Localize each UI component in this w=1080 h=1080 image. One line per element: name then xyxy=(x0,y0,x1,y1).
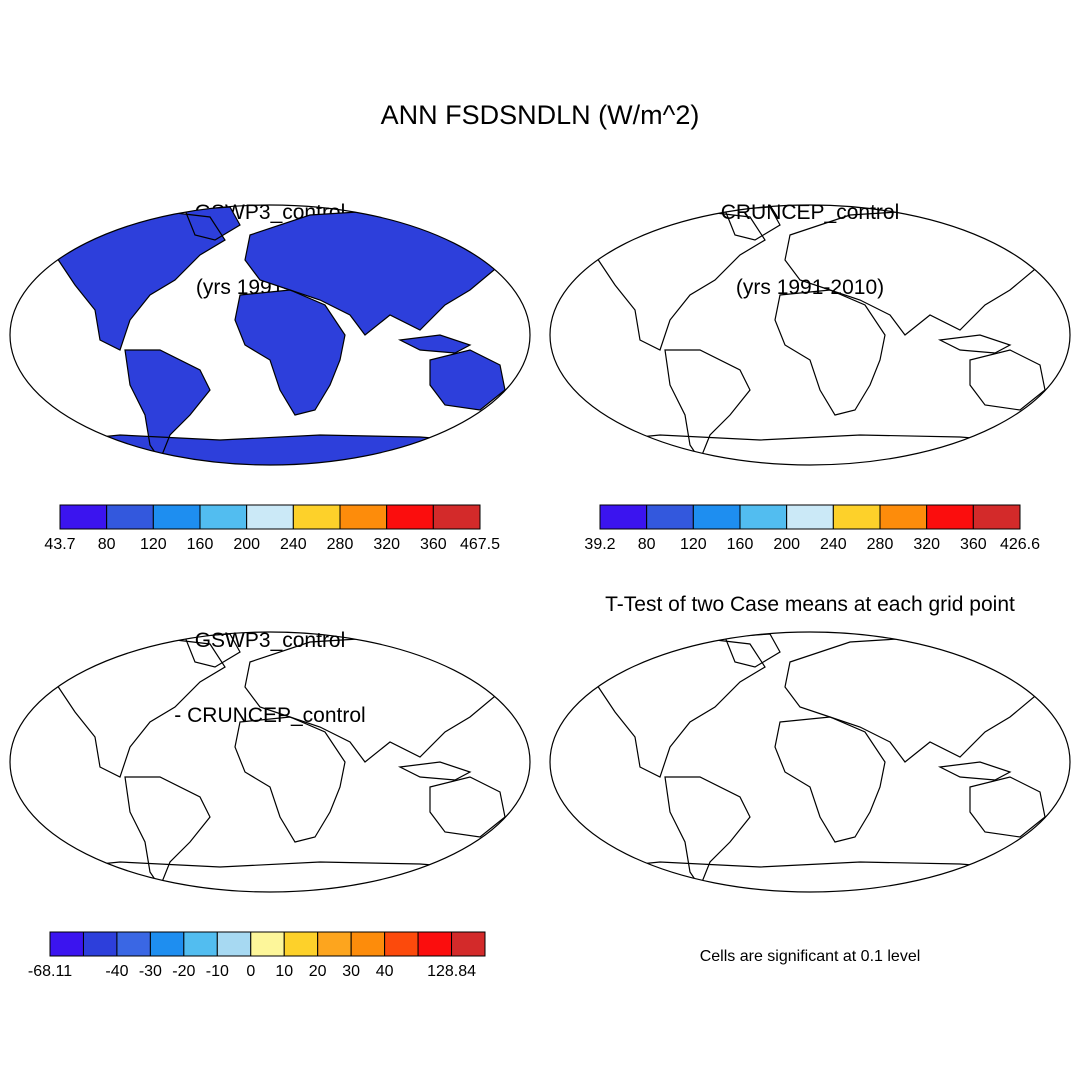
colorbar-1-tick-label: 43.7 xyxy=(44,536,75,553)
colorbar-2-tick-label: 240 xyxy=(820,536,847,553)
colorbar-1-swatch xyxy=(246,504,294,530)
panel-4-title: T-Test of two Case means at each grid po… xyxy=(605,593,1015,616)
colorbar-1-swatch xyxy=(199,504,248,530)
panel-2-map-border xyxy=(549,204,1071,466)
colorbar-2-tick-label: 426.6 xyxy=(1000,536,1040,553)
colorbar-2-swatch xyxy=(972,504,1021,530)
panel-3-title-line2: - CRUNCEP_control xyxy=(174,704,366,727)
colorbar-3-swatch xyxy=(451,931,486,957)
colorbar-2-swatch xyxy=(926,504,974,530)
colorbar-2-swatch xyxy=(646,504,694,530)
colorbar-3-swatch xyxy=(116,931,151,957)
colorbar-3-tick-label: -30 xyxy=(139,963,162,980)
panel-3-title-line1: GSWP3_control xyxy=(194,629,346,652)
panel-4-map-border xyxy=(549,631,1071,893)
colorbar-1-swatch xyxy=(59,504,108,530)
panel-1-map-border xyxy=(9,204,531,466)
colorbar-1-tick-label: 280 xyxy=(327,536,354,553)
colorbar-3-swatch xyxy=(283,931,319,957)
colorbar-3-swatch xyxy=(216,931,252,957)
colorbar-1-swatch xyxy=(106,504,154,530)
colorbar-2-swatch xyxy=(879,504,928,530)
significance-note: Cells are significant at 0.1 level xyxy=(699,948,921,965)
colorbar-2-swatch xyxy=(599,504,648,530)
colorbar-3-swatch xyxy=(417,931,453,957)
colorbar-3-tick-label: 0 xyxy=(246,963,255,980)
colorbar-3-swatch xyxy=(350,931,386,957)
colorbar-2-tick-label: 320 xyxy=(913,536,940,553)
colorbar-1-tick-label: 80 xyxy=(98,536,116,553)
colorbar-3-tick-label: 10 xyxy=(275,963,293,980)
colorbar-2-tick-label: 160 xyxy=(727,536,754,553)
colorbar-2-tick-label: 120 xyxy=(680,536,707,553)
colorbar-2-swatch xyxy=(692,504,741,530)
colorbar-1-swatch xyxy=(152,504,201,530)
colorbar-2-tick-label: 80 xyxy=(638,536,656,553)
colorbar-3-tick-label: 30 xyxy=(342,963,360,980)
colorbar-3-swatch xyxy=(149,931,185,957)
colorbar-2-tick-label: 39.2 xyxy=(584,536,615,553)
colorbar-3-swatch xyxy=(317,931,352,957)
colorbar-1-tick-label: 160 xyxy=(187,536,214,553)
colorbar-3-swatch xyxy=(183,931,218,957)
colorbar-3-tick-label: -20 xyxy=(172,963,195,980)
colorbar-3-tick-label: -10 xyxy=(206,963,229,980)
colorbar-3-tick-label: -68.11 xyxy=(28,963,72,980)
colorbar-1-swatch xyxy=(432,504,481,530)
colorbar-3-swatch xyxy=(49,931,84,957)
colorbar-3-tick-label: 40 xyxy=(376,963,394,980)
colorbar-2-swatch xyxy=(786,504,834,530)
colorbar-2-swatch xyxy=(832,504,881,530)
colorbar-1-tick-label: 120 xyxy=(140,536,167,553)
colorbar-1-tick-label: 200 xyxy=(233,536,260,553)
colorbar-1-tick-label: 360 xyxy=(420,536,447,553)
colorbar-3-swatch xyxy=(250,931,285,957)
colorbar-1-swatch xyxy=(339,504,388,530)
figure-title: ANN FSDSNDLN (W/m^2) xyxy=(380,100,700,130)
panel-3-map-border xyxy=(9,631,531,893)
colorbar-1-swatch xyxy=(292,504,341,530)
colorbar-1-tick-label: 240 xyxy=(280,536,307,553)
colorbar-1-swatch xyxy=(386,504,434,530)
colorbar-1-tick-label: 467.5 xyxy=(460,536,500,553)
panel-3-title: GSWP3_control - CRUNCEP_control xyxy=(110,578,430,753)
colorbar-1-tick-label: 320 xyxy=(373,536,400,553)
colorbar-2-tick-label: 200 xyxy=(773,536,800,553)
colorbar-3-swatch xyxy=(82,931,118,957)
colorbar-2-tick-label: 360 xyxy=(960,536,987,553)
colorbar-3-tick-label: -40 xyxy=(105,963,128,980)
colorbar-3-tick-label: 20 xyxy=(309,963,327,980)
colorbar-2-swatch xyxy=(739,504,788,530)
colorbar-2-tick-label: 280 xyxy=(867,536,894,553)
colorbar-3-swatch xyxy=(384,931,419,957)
colorbar-3-tick-label: 128.84 xyxy=(427,963,476,980)
